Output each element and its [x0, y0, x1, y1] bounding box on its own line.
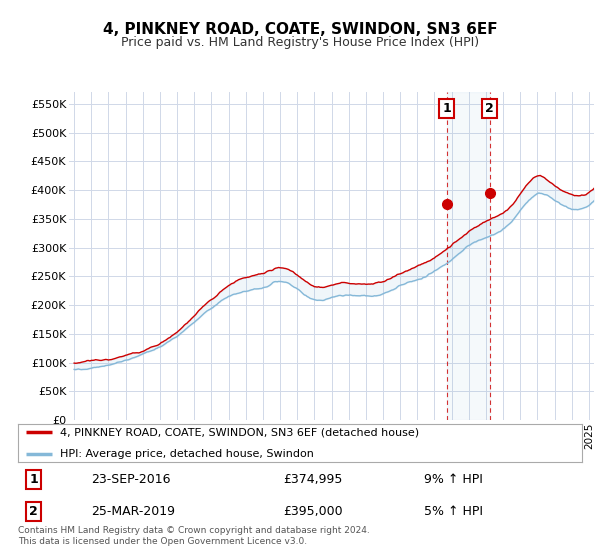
Bar [447, 92, 490, 420]
Text: 4, PINKNEY ROAD, COATE, SWINDON, SN3 6EF: 4, PINKNEY ROAD, COATE, SWINDON, SN3 6EF [103, 22, 497, 38]
Text: 23-SEP-2016: 23-SEP-2016 [91, 473, 171, 486]
Text: 1: 1 [443, 102, 451, 115]
Text: HPI: Average price, detached house, Swindon: HPI: Average price, detached house, Swin… [60, 449, 314, 459]
Text: Contains HM Land Registry data © Crown copyright and database right 2024.
This d: Contains HM Land Registry data © Crown c… [18, 526, 370, 546]
Text: 2: 2 [485, 102, 494, 115]
Text: 25-MAR-2019: 25-MAR-2019 [91, 505, 175, 519]
Text: 5% ↑ HPI: 5% ↑ HPI [424, 505, 483, 519]
Text: 4, PINKNEY ROAD, COATE, SWINDON, SN3 6EF (detached house): 4, PINKNEY ROAD, COATE, SWINDON, SN3 6EF… [60, 427, 419, 437]
Text: £395,000: £395,000 [283, 505, 343, 519]
Text: 9% ↑ HPI: 9% ↑ HPI [424, 473, 483, 486]
Text: 1: 1 [29, 473, 38, 486]
Text: 2: 2 [29, 505, 38, 519]
Text: £374,995: £374,995 [283, 473, 343, 486]
Text: Price paid vs. HM Land Registry's House Price Index (HPI): Price paid vs. HM Land Registry's House … [121, 36, 479, 49]
